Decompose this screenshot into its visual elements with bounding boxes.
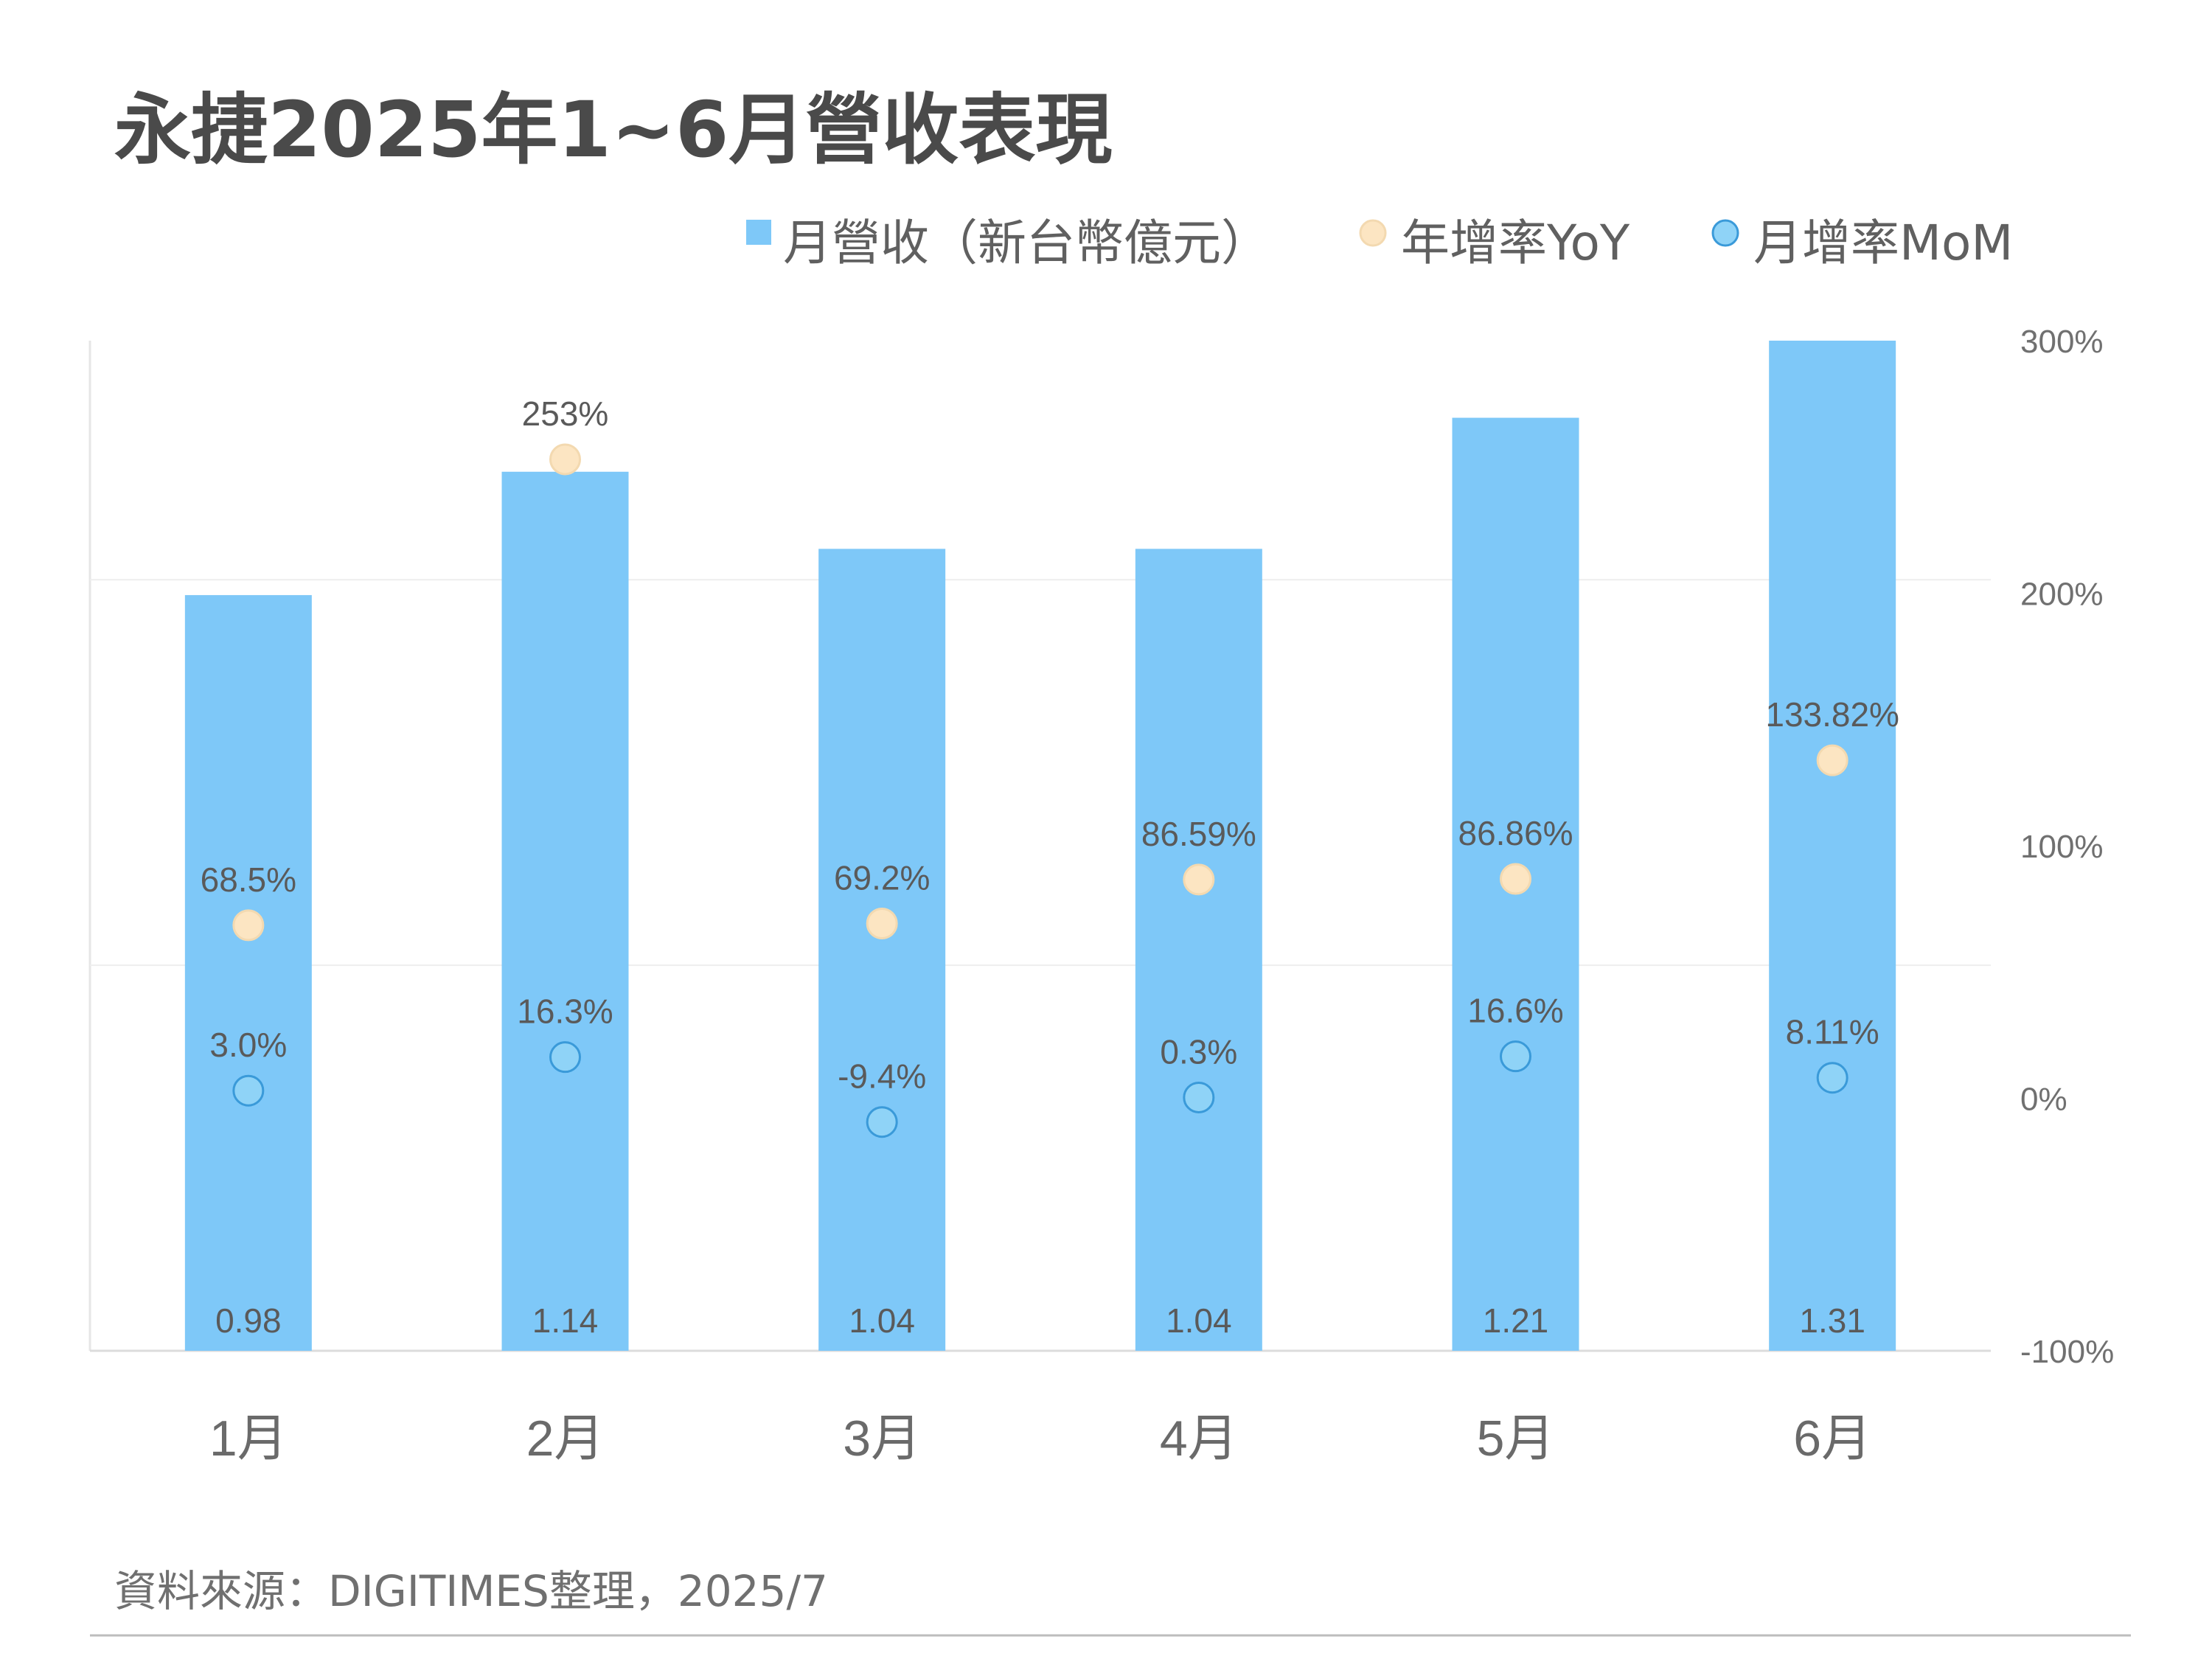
mom-point-1 bbox=[232, 1074, 265, 1107]
legend-label-yoy: 年增率YoY bbox=[1401, 215, 1630, 271]
bars bbox=[184, 341, 1896, 1352]
bar-2 bbox=[501, 471, 629, 1351]
bar-1 bbox=[184, 595, 312, 1351]
revenue-label-1: 0.98 bbox=[215, 1301, 282, 1340]
revenue-label-5: 1.21 bbox=[1483, 1301, 1549, 1340]
x-tick-label-2: 2月 bbox=[526, 1411, 605, 1467]
yoy-point-4 bbox=[1183, 863, 1215, 896]
x-tick-label-6: 6月 bbox=[1793, 1411, 1871, 1467]
legend-swatch-mom bbox=[1711, 219, 1739, 247]
yoy-point-1 bbox=[232, 909, 265, 942]
legend-swatch-yoy bbox=[1359, 219, 1387, 247]
x-axis-ticks: 1月 2月 3月 4月 5月 6月 bbox=[209, 1411, 1871, 1467]
legend-swatch-revenue bbox=[746, 220, 771, 245]
revenue-label-3: 1.04 bbox=[849, 1301, 915, 1340]
legend: 月營收（新台幣億元） 年增率YoY 月增率MoM bbox=[746, 215, 2013, 271]
mom-point-6 bbox=[1816, 1062, 1848, 1094]
yoy-point-6 bbox=[1816, 744, 1848, 776]
right-axis-ticks: 300% 200% 100% 0% -100% bbox=[2020, 324, 2114, 1370]
yoy-label-1: 68.5% bbox=[201, 860, 296, 899]
mom-label-4: 0.3% bbox=[1160, 1032, 1237, 1071]
x-tick-label-3: 3月 bbox=[843, 1411, 921, 1467]
bar-3 bbox=[818, 549, 946, 1351]
mom-point-3 bbox=[866, 1106, 898, 1138]
mom-point-2 bbox=[549, 1041, 581, 1074]
right-tick-label-4: -100% bbox=[2020, 1334, 2114, 1370]
x-tick-label-5: 5月 bbox=[1477, 1411, 1555, 1467]
mom-label-5: 16.6% bbox=[1467, 992, 1563, 1030]
right-tick-label-0: 300% bbox=[2020, 324, 2104, 360]
source-note: 資料來源：DIGITIMES整理，2025/7 bbox=[114, 1566, 828, 1616]
right-tick-label-3: 0% bbox=[2020, 1082, 2067, 1118]
revenue-label-6: 1.31 bbox=[1799, 1301, 1865, 1340]
bar-4 bbox=[1135, 549, 1262, 1351]
yoy-point-3 bbox=[866, 907, 898, 939]
yoy-label-6: 133.82% bbox=[1765, 695, 1899, 734]
bar-6 bbox=[1769, 341, 1896, 1351]
mom-label-3: -9.4% bbox=[838, 1057, 926, 1096]
x-tick-label-4: 4月 bbox=[1160, 1411, 1238, 1467]
yoy-point-2 bbox=[549, 443, 581, 476]
legend-label-revenue: 月營收（新台幣億元） bbox=[783, 215, 1270, 271]
gridlines bbox=[88, 341, 1991, 1352]
revenue-label-4: 1.04 bbox=[1166, 1301, 1232, 1340]
mom-label-2: 16.3% bbox=[517, 992, 613, 1031]
mom-point-5 bbox=[1500, 1040, 1531, 1073]
yoy-label-4: 86.59% bbox=[1141, 815, 1256, 853]
yoy-label-3: 69.2% bbox=[834, 858, 930, 897]
x-tick-label-1: 1月 bbox=[209, 1411, 288, 1467]
mom-label-6: 8.11% bbox=[1786, 1013, 1879, 1051]
mom-label-1: 3.0% bbox=[209, 1026, 287, 1064]
yoy-point-5 bbox=[1500, 863, 1531, 895]
chart-title: 永捷2025年1~6月營收表現 bbox=[114, 85, 1112, 175]
right-tick-label-2: 100% bbox=[2020, 829, 2104, 865]
points bbox=[232, 443, 1848, 1138]
revenue-label-2: 1.14 bbox=[532, 1301, 599, 1340]
data-labels: 0.98 1.14 1.04 1.04 1.21 1.31 68.5% 253% 69.2% 86… bbox=[201, 394, 1899, 1340]
legend-label-mom: 月增率MoM bbox=[1753, 215, 2013, 271]
yoy-label-5: 86.86% bbox=[1458, 814, 1573, 852]
yoy-label-2: 253% bbox=[522, 394, 609, 433]
right-tick-label-1: 200% bbox=[2020, 577, 2104, 613]
mom-point-4 bbox=[1183, 1081, 1215, 1113]
